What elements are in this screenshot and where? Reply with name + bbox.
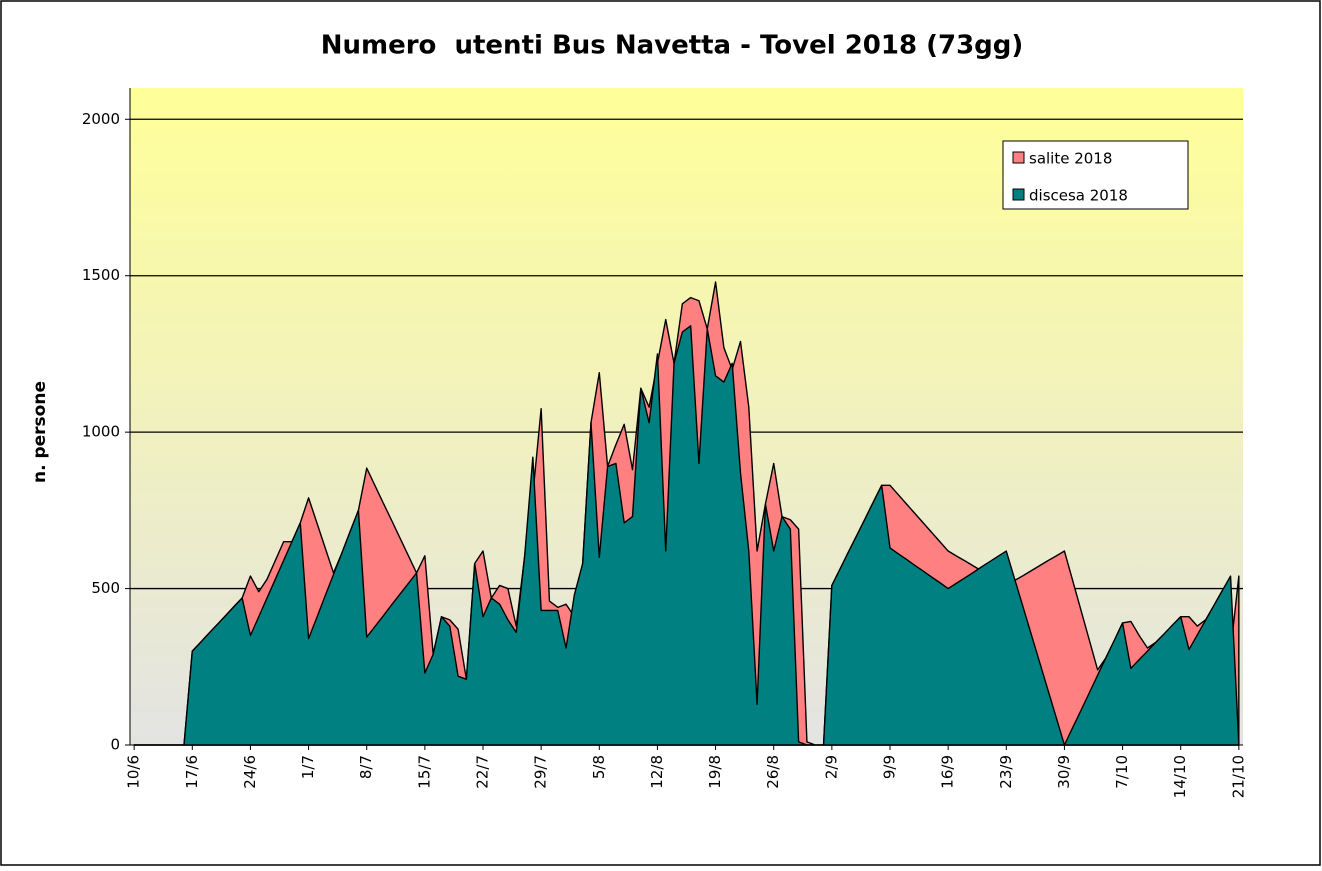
- x-tick-label: 7/10: [1113, 755, 1131, 789]
- x-tick-label: 10/6: [125, 755, 143, 789]
- legend-swatch: [1012, 151, 1025, 164]
- legend-box: [1002, 140, 1189, 210]
- x-tick-label: 17/6: [183, 755, 201, 789]
- legend-label: discesa 2018: [1029, 187, 1128, 205]
- x-tick-label: 15/7: [415, 755, 433, 789]
- x-tick-label: 26/8: [764, 755, 782, 789]
- area: [133, 325, 1240, 746]
- x-tick-label: 21/10: [1229, 755, 1247, 798]
- y-tick-label: 500: [91, 579, 120, 597]
- x-tick-label: 8/7: [357, 755, 375, 779]
- legend-label: salite 2018: [1029, 150, 1112, 168]
- y-tick-label: 2000: [82, 110, 120, 128]
- x-tick-label: 23/9: [997, 755, 1015, 789]
- x-tick-label: 22/7: [474, 755, 492, 789]
- x-tick-label: 1/7: [299, 755, 317, 779]
- y-axis-label: n. persone: [30, 381, 50, 483]
- x-tick-label: 16/9: [939, 755, 957, 789]
- x-tick-label: 29/7: [532, 755, 550, 789]
- x-tick-label: 2/9: [822, 755, 840, 779]
- legend-swatch: [1012, 188, 1025, 201]
- chart-title: Numero utenti Bus Navetta - Tovel 2018 (…: [321, 31, 1024, 61]
- y-tick-label: 1500: [82, 266, 120, 284]
- x-tick-label: 19/8: [706, 755, 724, 789]
- y-tick-label: 0: [110, 736, 120, 754]
- x-tick-label: 12/8: [648, 755, 666, 789]
- x-tick-label: 9/9: [880, 755, 898, 779]
- x-tick-label: 24/6: [241, 755, 259, 789]
- y-tick-label: 1000: [82, 423, 120, 441]
- x-tick-label: 5/8: [590, 755, 608, 779]
- x-tick-label: 14/10: [1171, 755, 1189, 798]
- x-tick-label: 30/9: [1055, 755, 1073, 789]
